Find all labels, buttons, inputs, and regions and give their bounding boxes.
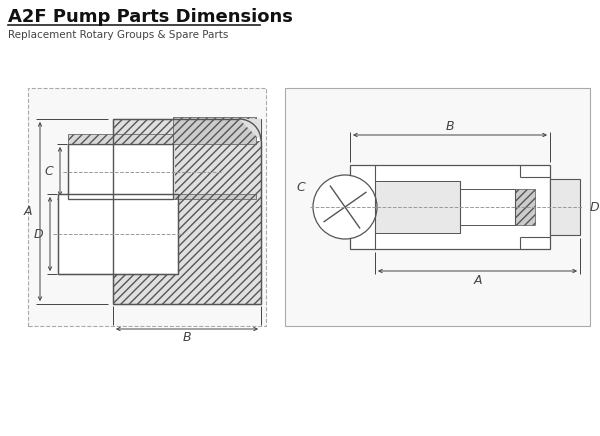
Text: B: B [182, 330, 191, 344]
Text: C: C [296, 181, 305, 194]
Bar [285, 88, 590, 326]
Bar [68, 134, 173, 144]
Bar [68, 144, 173, 199]
Text: D: D [590, 201, 599, 214]
Bar [58, 194, 178, 274]
Bar [173, 194, 256, 199]
Text: E-mail: sales@super-hyd.com: E-mail: sales@super-hyd.com [360, 405, 524, 415]
Text: D: D [34, 228, 43, 241]
Text: Replacement Rotary Groups & Spare Parts: Replacement Rotary Groups & Spare Parts [8, 30, 229, 40]
Bar [113, 119, 261, 304]
Text: A: A [473, 273, 482, 286]
Wedge shape [239, 119, 261, 141]
Bar [460, 189, 515, 225]
Text: A2F Pump Parts Dimensions: A2F Pump Parts Dimensions [8, 8, 293, 26]
Text: A: A [23, 205, 32, 218]
Circle shape [313, 175, 377, 239]
Bar [550, 179, 580, 235]
Bar [58, 194, 178, 274]
Polygon shape [239, 119, 261, 141]
Text: SUPER HYDRAULICS: SUPER HYDRAULICS [18, 400, 252, 420]
Text: C: C [44, 165, 53, 178]
Bar [173, 117, 256, 144]
Text: B: B [446, 119, 454, 133]
Bar [68, 144, 173, 199]
Bar [68, 144, 175, 199]
Bar [58, 194, 175, 274]
Bar [375, 181, 460, 233]
Bar [515, 189, 535, 225]
Bar [350, 165, 550, 249]
Bar [28, 88, 266, 326]
